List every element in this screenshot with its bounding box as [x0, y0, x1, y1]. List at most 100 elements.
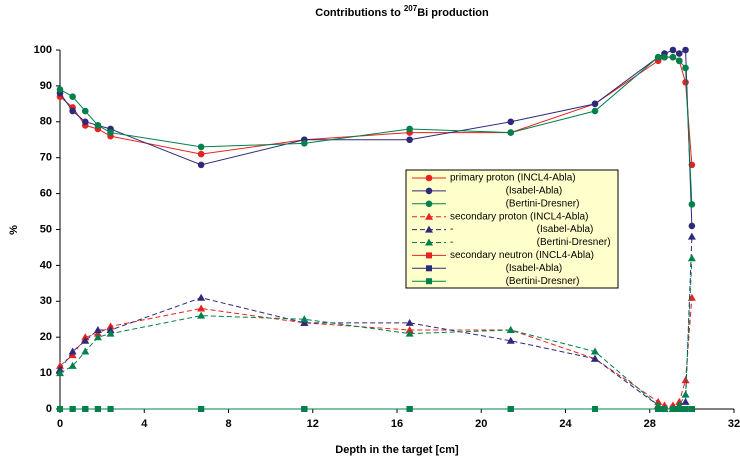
point [81, 347, 90, 355]
x-tick-label: 4 [141, 418, 148, 430]
point [507, 406, 514, 412]
legend-marker [425, 225, 433, 233]
point [675, 50, 683, 57]
point [507, 129, 515, 136]
point [507, 118, 515, 126]
point [687, 232, 696, 240]
legend-label: - (Isabel-Abla) [450, 224, 593, 235]
x-tick-label: 0 [57, 418, 63, 430]
point [93, 326, 102, 334]
point [197, 150, 205, 158]
point [197, 311, 206, 319]
point [69, 93, 76, 100]
legend-label: (Isabel-Abla) [450, 186, 562, 197]
point [655, 406, 662, 412]
legend-label: (Bertini-Dresner) [450, 198, 579, 209]
y-tick-label: 30 [40, 295, 52, 307]
x-tick-label: 20 [475, 418, 487, 430]
point [68, 361, 77, 369]
y-tick-label: 0 [46, 403, 52, 415]
y-tick-label: 70 [40, 152, 52, 164]
legend-marker [426, 265, 432, 272]
legend-marker [425, 212, 433, 220]
x-tick-label: 24 [559, 418, 572, 430]
series-line [59, 297, 693, 406]
title-superscript: 207 [404, 4, 418, 13]
point [300, 315, 309, 323]
point [57, 406, 63, 412]
point [56, 365, 64, 373]
x-tick-label: 16 [391, 418, 403, 430]
point [669, 406, 676, 412]
point [197, 304, 206, 312]
point [682, 64, 689, 72]
legend-marker [425, 238, 433, 246]
point [591, 107, 599, 115]
point [197, 143, 205, 151]
y-tick-label: 10 [40, 367, 52, 379]
y-tick-label: 90 [40, 80, 52, 92]
title-text: Contributions to [315, 7, 404, 19]
point [197, 293, 206, 301]
y-tick-label: 100 [34, 44, 52, 56]
y-tick-label: 50 [40, 223, 52, 235]
point [506, 336, 515, 344]
point [93, 329, 102, 337]
point [669, 53, 677, 61]
point [681, 397, 690, 405]
point [82, 406, 89, 412]
point [81, 118, 89, 126]
point [68, 347, 77, 355]
point [56, 86, 64, 93]
series [57, 406, 695, 412]
y-tick-label: 60 [40, 188, 52, 200]
point [81, 107, 89, 115]
point [406, 406, 413, 412]
point [687, 254, 696, 262]
legend-marker [426, 278, 432, 285]
point [81, 336, 90, 344]
legend-label: secondary neutron (INCL4-Abla) [450, 250, 594, 261]
series-line [59, 56, 693, 205]
point [682, 406, 689, 412]
point [661, 406, 668, 412]
title-text: Bi production [417, 7, 489, 19]
point [107, 129, 114, 136]
legend-marker [425, 187, 433, 195]
point [56, 369, 64, 377]
point [198, 406, 205, 412]
point [676, 406, 683, 412]
series [56, 254, 696, 412]
point [406, 125, 413, 133]
point [681, 390, 690, 398]
point [654, 53, 662, 61]
x-tick-label: 28 [644, 418, 656, 430]
point [94, 406, 101, 412]
point [682, 46, 689, 54]
point [682, 79, 689, 86]
point [197, 161, 205, 169]
point [590, 347, 599, 355]
point [661, 53, 668, 61]
point [591, 406, 598, 412]
series [56, 53, 696, 169]
point [669, 46, 677, 54]
point [93, 333, 102, 341]
point [506, 326, 515, 334]
legend-label: - (Bertini-Dresner) [450, 237, 611, 248]
legend-label: secondary proton (INCL4-Abla) [450, 211, 588, 222]
chart-title: Contributions to 207Bi production [315, 4, 489, 19]
legend-label: primary proton (INCL4-Abla) [450, 173, 576, 184]
x-tick-label: 8 [225, 418, 231, 430]
x-tick-label: 12 [307, 418, 319, 430]
point [69, 406, 76, 412]
point [688, 406, 695, 412]
y-tick-label: 80 [40, 116, 52, 128]
point [301, 140, 308, 147]
point [94, 122, 102, 129]
point [590, 354, 599, 362]
legend-marker [425, 174, 433, 182]
legend-label: (Isabel-Abla) [450, 263, 562, 274]
legend-marker [426, 252, 432, 259]
